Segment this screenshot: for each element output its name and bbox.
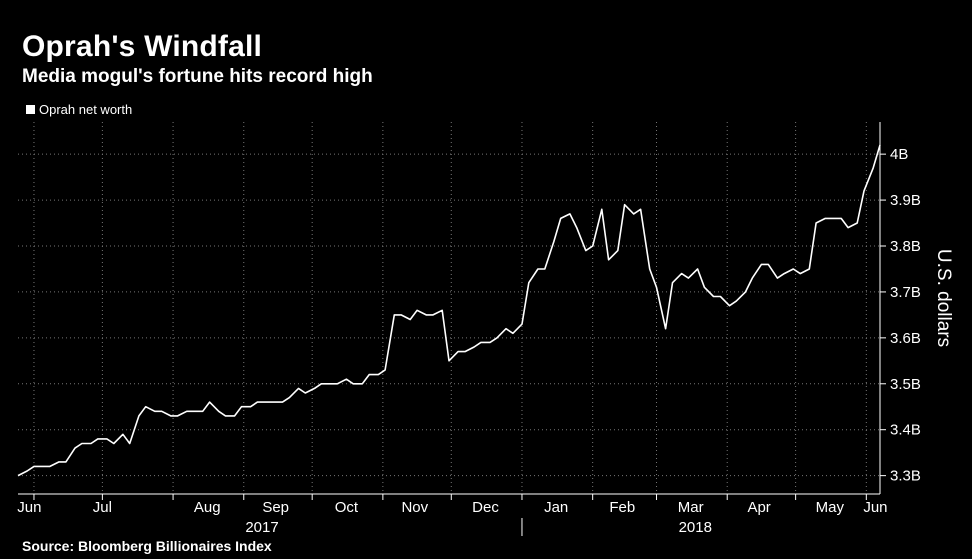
axes <box>18 122 886 536</box>
x-tick-label: Nov <box>401 499 428 516</box>
legend-swatch <box>26 105 35 114</box>
y-axis-label: U.S. dollars <box>933 249 954 347</box>
legend: Oprah net worth <box>26 102 132 117</box>
x-tick-label: Feb <box>609 499 635 516</box>
tick-labels: 3.3B 3.4B 3.5B 3.6B 3.7B 3.8B 3.9B 4B Jun Jul Aug S… <box>17 146 921 536</box>
series-layer <box>17 144 881 477</box>
x-tick-label: Jul <box>93 499 112 516</box>
x-tick-label: May <box>816 499 845 516</box>
y-tick-label: 3.7B <box>890 284 921 301</box>
x-tick-label: Jun <box>863 499 887 516</box>
legend-label: Oprah net worth <box>39 102 133 117</box>
year-label: 2018 <box>679 519 712 536</box>
y-tick-label: 3.9B <box>890 192 921 209</box>
x-tick-label: Sep <box>262 499 289 516</box>
series-line-oprah-net-worth <box>17 144 881 477</box>
chart-title: Oprah's Windfall <box>22 30 263 63</box>
y-tick-label: 3.3B <box>890 468 921 485</box>
x-tick-label: Apr <box>747 499 770 516</box>
y-tick-label: 4B <box>890 146 908 163</box>
y-tick-label: 3.8B <box>890 238 921 255</box>
x-tick-label: Jan <box>544 499 568 516</box>
year-label: 2017 <box>245 519 278 536</box>
x-tick-label: Oct <box>335 499 359 516</box>
y-tick-label: 3.6B <box>890 330 921 347</box>
source-note: Source: Bloomberg Billionaires Index <box>22 538 272 554</box>
x-tick-label: Dec <box>472 499 499 516</box>
y-tick-label: 3.4B <box>890 422 921 439</box>
chart-subtitle: Media mogul's fortune hits record high <box>22 66 373 87</box>
x-tick-label: Aug <box>194 499 221 516</box>
x-tick-label: Mar <box>678 499 704 516</box>
y-tick-label: 3.5B <box>890 376 921 393</box>
grid <box>18 122 880 494</box>
x-tick-label: Jun <box>17 499 41 516</box>
